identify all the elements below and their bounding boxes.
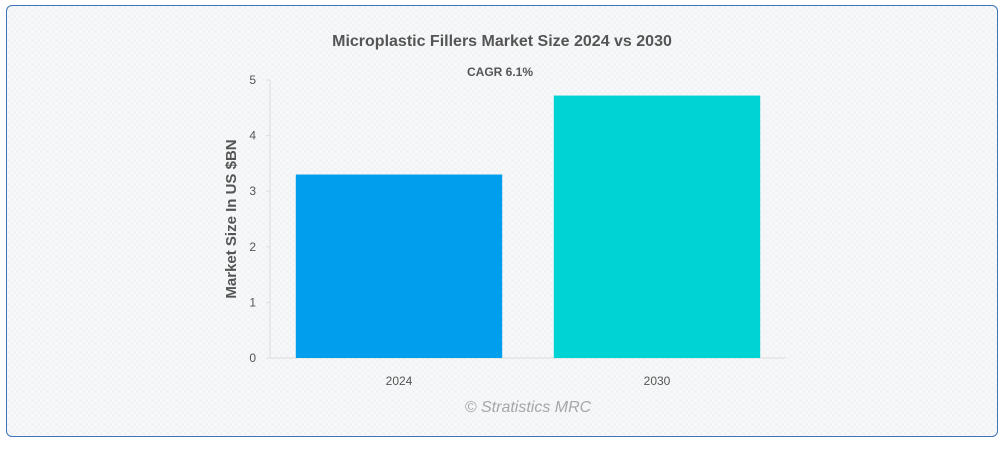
watermark-text: © Stratistics MRC — [465, 399, 592, 416]
bar-2024[interactable] — [295, 174, 503, 358]
y-tick-label: 4 — [249, 129, 256, 143]
y-ticks: 0 1 2 3 4 5 — [249, 73, 270, 365]
chart-title: Microplastic Fillers Market Size 2024 vs… — [332, 33, 672, 50]
x-tick-label: 2030 — [644, 374, 671, 388]
bars — [295, 95, 761, 359]
x-tick-label: 2024 — [386, 374, 413, 388]
y-tick-label: 3 — [249, 184, 256, 198]
y-axis-label: Market Size In US $BN — [223, 139, 240, 298]
y-tick-label: 1 — [249, 295, 256, 309]
x-ticks: 2024 2030 — [386, 374, 671, 388]
y-tick-label: 0 — [249, 351, 256, 365]
bar-2030[interactable] — [553, 95, 761, 359]
y-tick-label: 2 — [249, 240, 256, 254]
y-tick-label: 5 — [249, 73, 256, 87]
chart-subtitle: CAGR 6.1% — [467, 65, 533, 79]
